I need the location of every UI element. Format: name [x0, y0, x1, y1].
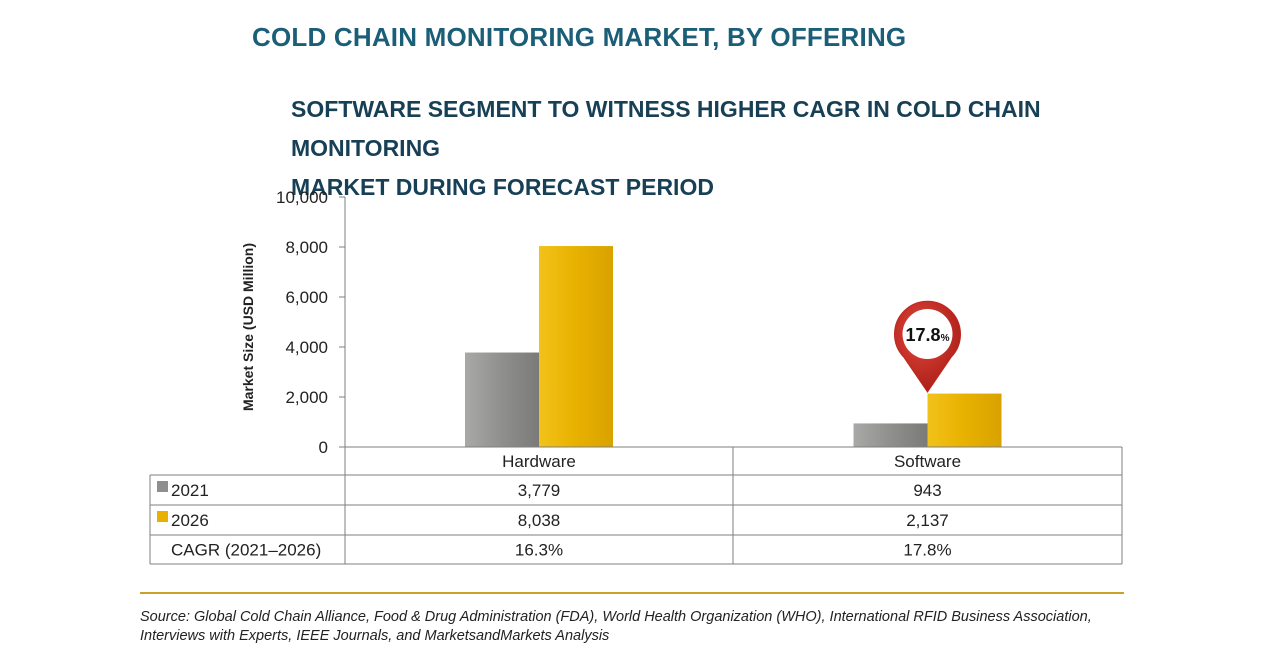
table-value-2021: 3,779: [518, 481, 561, 500]
callout-value: 17.8%: [906, 325, 950, 345]
table-value-2026: 2,137: [906, 511, 949, 530]
table-value-2021: 943: [913, 481, 941, 500]
footer-divider: [140, 592, 1124, 594]
cagr-callout-pin: 17.8%: [894, 300, 961, 393]
bar-2026-software: [927, 393, 1002, 447]
y-tick-label: 10,000: [276, 188, 328, 207]
legend-label-2026: 2026: [171, 511, 209, 530]
x-category-label: Software: [894, 452, 961, 471]
callout-number: 17.8: [906, 325, 941, 345]
bar-2026-hardware: [539, 246, 613, 447]
subtitle-line-2: MARKET DURING FORECAST PERIOD: [291, 174, 714, 200]
bar-2021-hardware: [465, 352, 539, 447]
subtitle-line-1: SOFTWARE SEGMENT TO WITNESS HIGHER CAGR …: [291, 96, 1041, 161]
plot-area: 0 2,000 4,000 6,000 8,000 10,000 Market Size (…: [240, 188, 1002, 457]
callout-pin-face: [902, 309, 953, 359]
callout-unit: %: [941, 333, 950, 344]
cagr-value: 16.3%: [515, 541, 563, 560]
cagr-row-label: CAGR (2021–2026): [171, 541, 321, 560]
table-value-2026: 8,038: [518, 511, 561, 530]
legend-swatch-2021: [157, 481, 168, 492]
y-tick-label: 0: [319, 438, 328, 457]
y-tick-label: 4,000: [285, 338, 328, 357]
cagr-value: 17.8%: [903, 541, 951, 560]
bar-chart: 0 2,000 4,000 6,000 8,000 10,000 Market Size (…: [149, 188, 1123, 565]
y-axis-label: Market Size (USD Million): [240, 243, 256, 411]
y-tick-label: 8,000: [285, 238, 328, 257]
legend-swatch-2026: [157, 511, 168, 522]
chart-subtitle: SOFTWARE SEGMENT TO WITNESS HIGHER CAGR …: [291, 90, 1171, 207]
page-title: COLD CHAIN MONITORING MARKET, BY OFFERIN…: [252, 22, 907, 52]
y-tick-label: 6,000: [285, 288, 328, 307]
legend-label-2021: 2021: [171, 481, 209, 500]
y-tick-label: 2,000: [285, 388, 328, 407]
x-category-label: Hardware: [502, 452, 576, 471]
data-table: Hardware Software 2021 3,779 943 2026 8,038 2,1…: [149, 446, 1123, 565]
bar-2021-software: [853, 423, 928, 447]
source-note: Source: Global Cold Chain Alliance, Food…: [140, 609, 1092, 644]
